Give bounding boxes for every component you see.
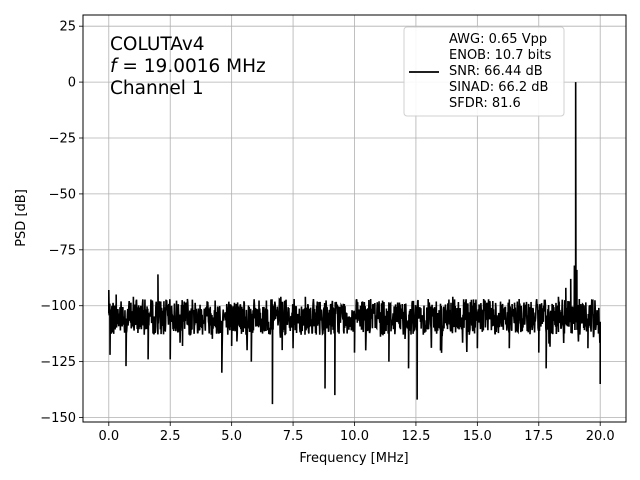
x-tick-label: 20.0 xyxy=(586,429,615,444)
annotation-frequency: f = 19.0016 MHz xyxy=(110,56,266,77)
x-tick-label: 7.5 xyxy=(283,429,304,444)
annotation-block: COLUTAv4 f = 19.0016 MHz Channel 1 xyxy=(110,34,266,99)
x-tick-label: 10.0 xyxy=(340,429,369,444)
x-tick-label: 12.5 xyxy=(401,429,430,444)
annotation-channel: Channel 1 xyxy=(110,78,204,99)
legend-entry-sfdr: SFDR: 81.6 xyxy=(449,96,521,111)
legend-entry-awg: AWG: 0.65 Vpp xyxy=(449,32,547,47)
y-tick-label: 0 xyxy=(68,76,76,91)
annotation-device: COLUTAv4 xyxy=(110,34,205,55)
y-tick-label: −100 xyxy=(40,299,76,314)
y-tick-label: 25 xyxy=(59,20,76,35)
y-tick-label: −75 xyxy=(49,243,76,258)
x-axis-ticks: 0.0 2.5 5.0 7.5 10.0 12.5 15.0 17.5 20.0 xyxy=(98,422,615,444)
y-tick-label: −125 xyxy=(40,355,76,370)
y-tick-label: −25 xyxy=(49,131,76,146)
legend-entry-enob: ENOB: 10.7 bits xyxy=(449,48,552,63)
x-tick-label: 17.5 xyxy=(524,429,553,444)
legend-entry-sinad: SINAD: 66.2 dB xyxy=(449,80,548,95)
y-tick-label: −150 xyxy=(40,411,76,426)
x-tick-label: 2.5 xyxy=(160,429,181,444)
psd-series-line xyxy=(108,82,602,405)
legend: AWG: 0.65 Vpp ENOB: 10.7 bits SNR: 66.44… xyxy=(403,26,565,117)
y-axis-ticks: 25 0 −25 −50 −75 −100 −125 −150 xyxy=(40,20,83,426)
y-tick-label: −50 xyxy=(49,187,76,202)
legend-entry-snr: SNR: 66.44 dB xyxy=(449,64,543,79)
x-tick-label: 15.0 xyxy=(463,429,492,444)
x-tick-label: 5.0 xyxy=(221,429,242,444)
x-tick-label: 0.0 xyxy=(98,429,119,444)
x-axis-label: Frequency [MHz] xyxy=(299,451,408,466)
y-axis-label: PSD [dB] xyxy=(14,189,29,247)
legend-box xyxy=(403,26,565,117)
